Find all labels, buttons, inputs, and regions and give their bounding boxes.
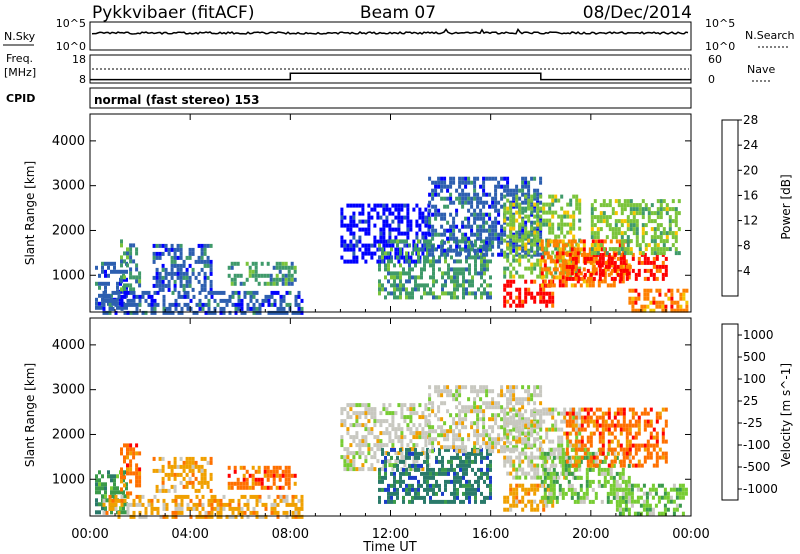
power-colorbar: 4 8 12 16 20 24 28: [721, 113, 758, 297]
velocity-colorbar-tick: 100: [743, 372, 766, 386]
power-ytick-label: 1000: [52, 268, 85, 283]
sky-left-tick-bottom: 10^0: [56, 40, 86, 53]
power-echo-region: [503, 279, 555, 308]
velocity-echo-region: [565, 407, 668, 468]
velocity-colorbar-tick: 500: [743, 350, 766, 364]
velocity-ytick-label: 3000: [52, 383, 85, 398]
power-ylabel: Slant Range [km]: [23, 161, 37, 265]
freq-tick-top: 18: [72, 53, 86, 66]
velocity-ytick-label: 4000: [52, 338, 85, 353]
sky-left-tick-top: 10^5: [56, 17, 86, 30]
velocity-panel: 1000 2000 3000 4000 Slant Range [km] 1000 50…: [23, 317, 793, 519]
xtick-label: 00:00: [672, 527, 709, 542]
xtick-label: 00:00: [71, 527, 108, 542]
velocity-colorbar-tick: -100: [743, 438, 770, 452]
power-echo-region: [152, 243, 213, 292]
power-colorbar-tick: 8: [743, 239, 751, 253]
freq-trace: [90, 72, 691, 81]
velocity-colorbar-label: Velocity [m s^-1]: [779, 363, 793, 467]
xaxis-label: Time UT: [362, 540, 416, 554]
velocity-echo-region: [102, 494, 304, 519]
xtick-label: 08:00: [272, 527, 309, 542]
cpid-text: normal (fast stereo) 153: [94, 93, 260, 107]
sky-right-tick-top: 10^5: [705, 17, 735, 30]
freq-panel: Freq. [MHz] 18 8 60 0 Nave: [4, 52, 775, 86]
velocity-colorbar: 1000 500 100 25 -25 -100 -500 -1000: [721, 323, 778, 501]
power-colorbar-tick: 4: [743, 264, 751, 278]
nsky-label: N.Sky: [4, 30, 36, 43]
power-colorbar-label: Power [dB]: [779, 174, 793, 239]
xtick-label: 20:00: [572, 527, 609, 542]
xtick-label: 04:00: [171, 527, 208, 542]
power-echo-region: [227, 261, 297, 286]
beam-label: Beam 07: [360, 3, 436, 23]
nave-tick-bottom: 0: [708, 73, 715, 86]
power-colorbar-tick: 20: [743, 163, 758, 177]
velocity-echo-region: [378, 447, 492, 504]
power-colorbar-tick: 12: [743, 214, 758, 228]
cpid-label: CPID: [6, 92, 35, 105]
power-ytick-label: 4000: [52, 134, 85, 149]
power-echo-region: [628, 288, 689, 313]
velocity-echo-region: [615, 483, 688, 516]
sky-panel: N.Sky 10^5 10^0 10^5 10^0 N.Search: [3, 17, 795, 53]
velocity-colorbar-tick: -500: [743, 460, 770, 474]
power-colorbar-tick: 24: [743, 138, 758, 152]
velocity-colorbar-tick: -25: [743, 416, 763, 430]
velocity-ylabel: Slant Range [km]: [23, 363, 37, 467]
power-echo-region: [120, 239, 142, 292]
sky-right-tick-bottom: 10^0: [705, 40, 735, 53]
velocity-echo-region: [120, 443, 142, 496]
velocity-ytick-label: 2000: [52, 427, 85, 442]
xtick-label: 16:00: [472, 527, 509, 542]
freq-label: Freq.: [6, 52, 33, 65]
velocity-ytick-label: 1000: [52, 472, 85, 487]
radar-title: Pykkvibaer (fitACF): [92, 3, 254, 23]
velocity-echo-region: [503, 483, 555, 512]
power-echo-region: [340, 203, 431, 264]
cpid-row: CPID normal (fast stereo) 153: [6, 87, 692, 109]
nave-label: Nave: [747, 63, 775, 76]
nave-tick-top: 60: [708, 53, 722, 66]
power-colorbar-tick: 28: [743, 113, 758, 127]
time-axis: 00:00 04:00 08:00 12:00 16:00 20:00 00:00: [71, 527, 709, 542]
power-ytick-label: 3000: [52, 179, 85, 194]
velocity-echo-region: [227, 465, 297, 490]
nsearch-label: N.Search: [745, 29, 795, 42]
velocity-echo-region: [340, 403, 431, 472]
nsky-trace: [91, 27, 689, 35]
freq-tick-bottom: 8: [79, 73, 86, 86]
power-echo-region: [102, 290, 304, 315]
power-panel: 1000 2000 3000 4000 Slant Range [km] 4 8 12 16…: [23, 113, 793, 315]
velocity-colorbar-tick: -1000: [743, 482, 778, 496]
power-echo-region: [590, 199, 681, 256]
power-ytick-label: 2000: [52, 223, 85, 238]
velocity-echo-region: [152, 456, 213, 493]
velocity-colorbar-tick: 25: [743, 394, 758, 408]
velocity-colorbar-tick: 1000: [743, 328, 774, 342]
date-label: 08/Dec/2014: [583, 3, 692, 23]
freq-unit-label: [MHz]: [4, 66, 36, 79]
xtick-label: 12:00: [372, 527, 409, 542]
power-colorbar-tick: 16: [743, 188, 758, 202]
power-echo-region: [565, 252, 668, 281]
